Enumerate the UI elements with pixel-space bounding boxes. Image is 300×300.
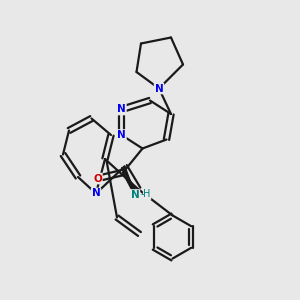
- Text: O: O: [93, 173, 102, 184]
- Text: -: -: [140, 189, 144, 200]
- Text: N: N: [117, 104, 126, 115]
- Text: N: N: [130, 190, 140, 200]
- Text: N: N: [117, 130, 126, 140]
- Text: N: N: [92, 188, 100, 199]
- Text: H: H: [143, 189, 151, 200]
- Text: N: N: [154, 83, 164, 94]
